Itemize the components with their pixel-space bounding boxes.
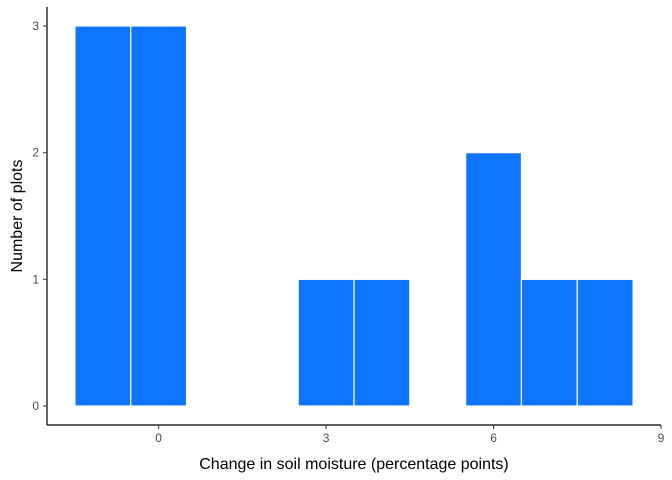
y-tick-label: 0 — [32, 399, 39, 413]
bar — [297, 278, 355, 407]
y-tick-label: 1 — [32, 272, 39, 286]
bar — [576, 278, 634, 407]
y-tick-label: 3 — [32, 19, 39, 33]
bar — [74, 25, 132, 407]
x-tick-label: 9 — [658, 431, 665, 445]
y-tick-label: 2 — [32, 146, 39, 160]
bar — [465, 152, 523, 407]
bar — [353, 278, 411, 407]
x-tick-label: 6 — [490, 431, 497, 445]
x-tick-label: 3 — [323, 431, 330, 445]
x-tick-label: 0 — [155, 431, 162, 445]
y-axis-title: Number of plots — [9, 160, 26, 273]
x-axis-title: Change in soil moisture (percentage poin… — [199, 456, 509, 473]
bar — [520, 278, 578, 407]
bar — [130, 25, 188, 407]
